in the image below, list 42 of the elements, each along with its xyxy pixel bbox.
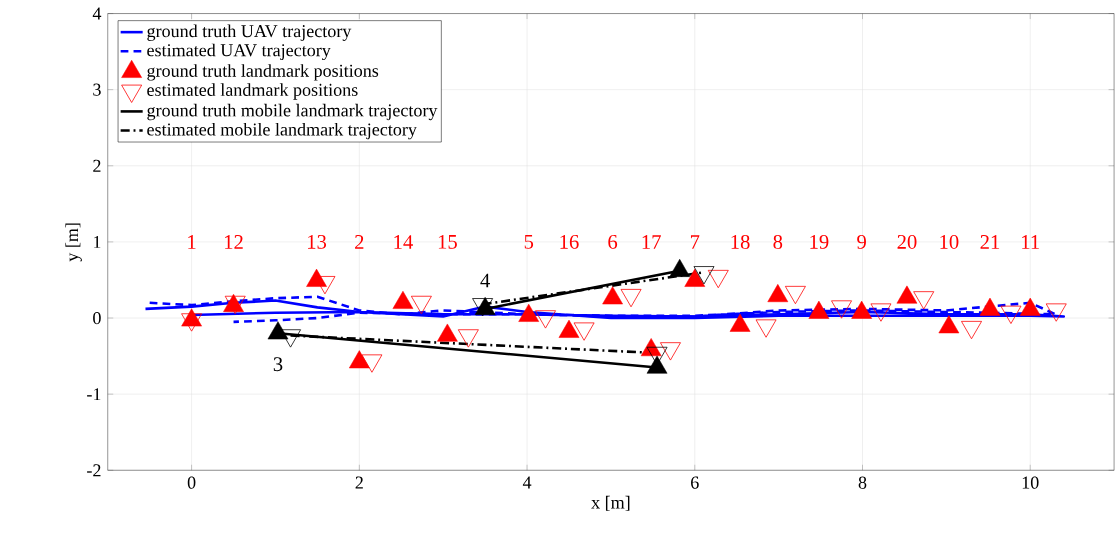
x-tick-label: 2: [355, 476, 363, 489]
x-tick-label: 8: [858, 476, 867, 489]
y-tick-label: 0: [93, 312, 101, 325]
annotation: 4: [480, 273, 490, 288]
legend-label: ground truth mobile landmark trajectory: [147, 103, 438, 121]
annotation: 7: [690, 235, 700, 249]
annotation: 13: [308, 235, 327, 249]
annotation: 18: [731, 235, 750, 249]
annotation: 1: [188, 235, 196, 249]
y-tick-label: -1: [87, 388, 101, 401]
annotation: 17: [642, 235, 661, 249]
annotation: 21: [980, 235, 1000, 249]
annotation: 12: [225, 235, 243, 249]
legend-label: estimated mobile landmark trajectory: [147, 122, 417, 140]
annotation: 15: [438, 235, 457, 249]
x-tick-label: 10: [1022, 476, 1039, 489]
annotation: 16: [560, 235, 579, 249]
x-tick-label: 0: [187, 476, 196, 489]
y-tick-label: 2: [93, 159, 101, 172]
y-axis-title: y [m]: [65, 223, 82, 262]
annotation: 20: [897, 235, 917, 249]
annotation: 11: [1022, 235, 1039, 249]
y-tick-label: 4: [92, 7, 102, 20]
annotation: 3: [273, 357, 283, 372]
annotation: 10: [940, 235, 959, 249]
annotation: 6: [608, 235, 618, 249]
y-tick-label: 3: [93, 83, 101, 96]
legend-label: estimated landmark positions: [147, 83, 358, 100]
x-tick-label: 6: [691, 476, 699, 489]
legend-label: ground truth landmark positions: [147, 64, 379, 81]
y-tick-label: -2: [87, 464, 101, 477]
annotation: 5: [524, 235, 534, 249]
annotation: 8: [773, 235, 783, 249]
legend-label: estimated UAV trajectory: [147, 43, 331, 61]
annotation: 14: [394, 235, 413, 249]
legend-label: ground truth UAV trajectory: [147, 24, 352, 42]
annotation: 2: [355, 235, 364, 249]
annotation: 9: [857, 235, 866, 249]
x-tick-label: 4: [522, 476, 532, 489]
x-axis-title: x [m]: [591, 495, 630, 511]
annotation: 19: [810, 235, 829, 249]
y-tick-label: 1: [94, 236, 101, 248]
